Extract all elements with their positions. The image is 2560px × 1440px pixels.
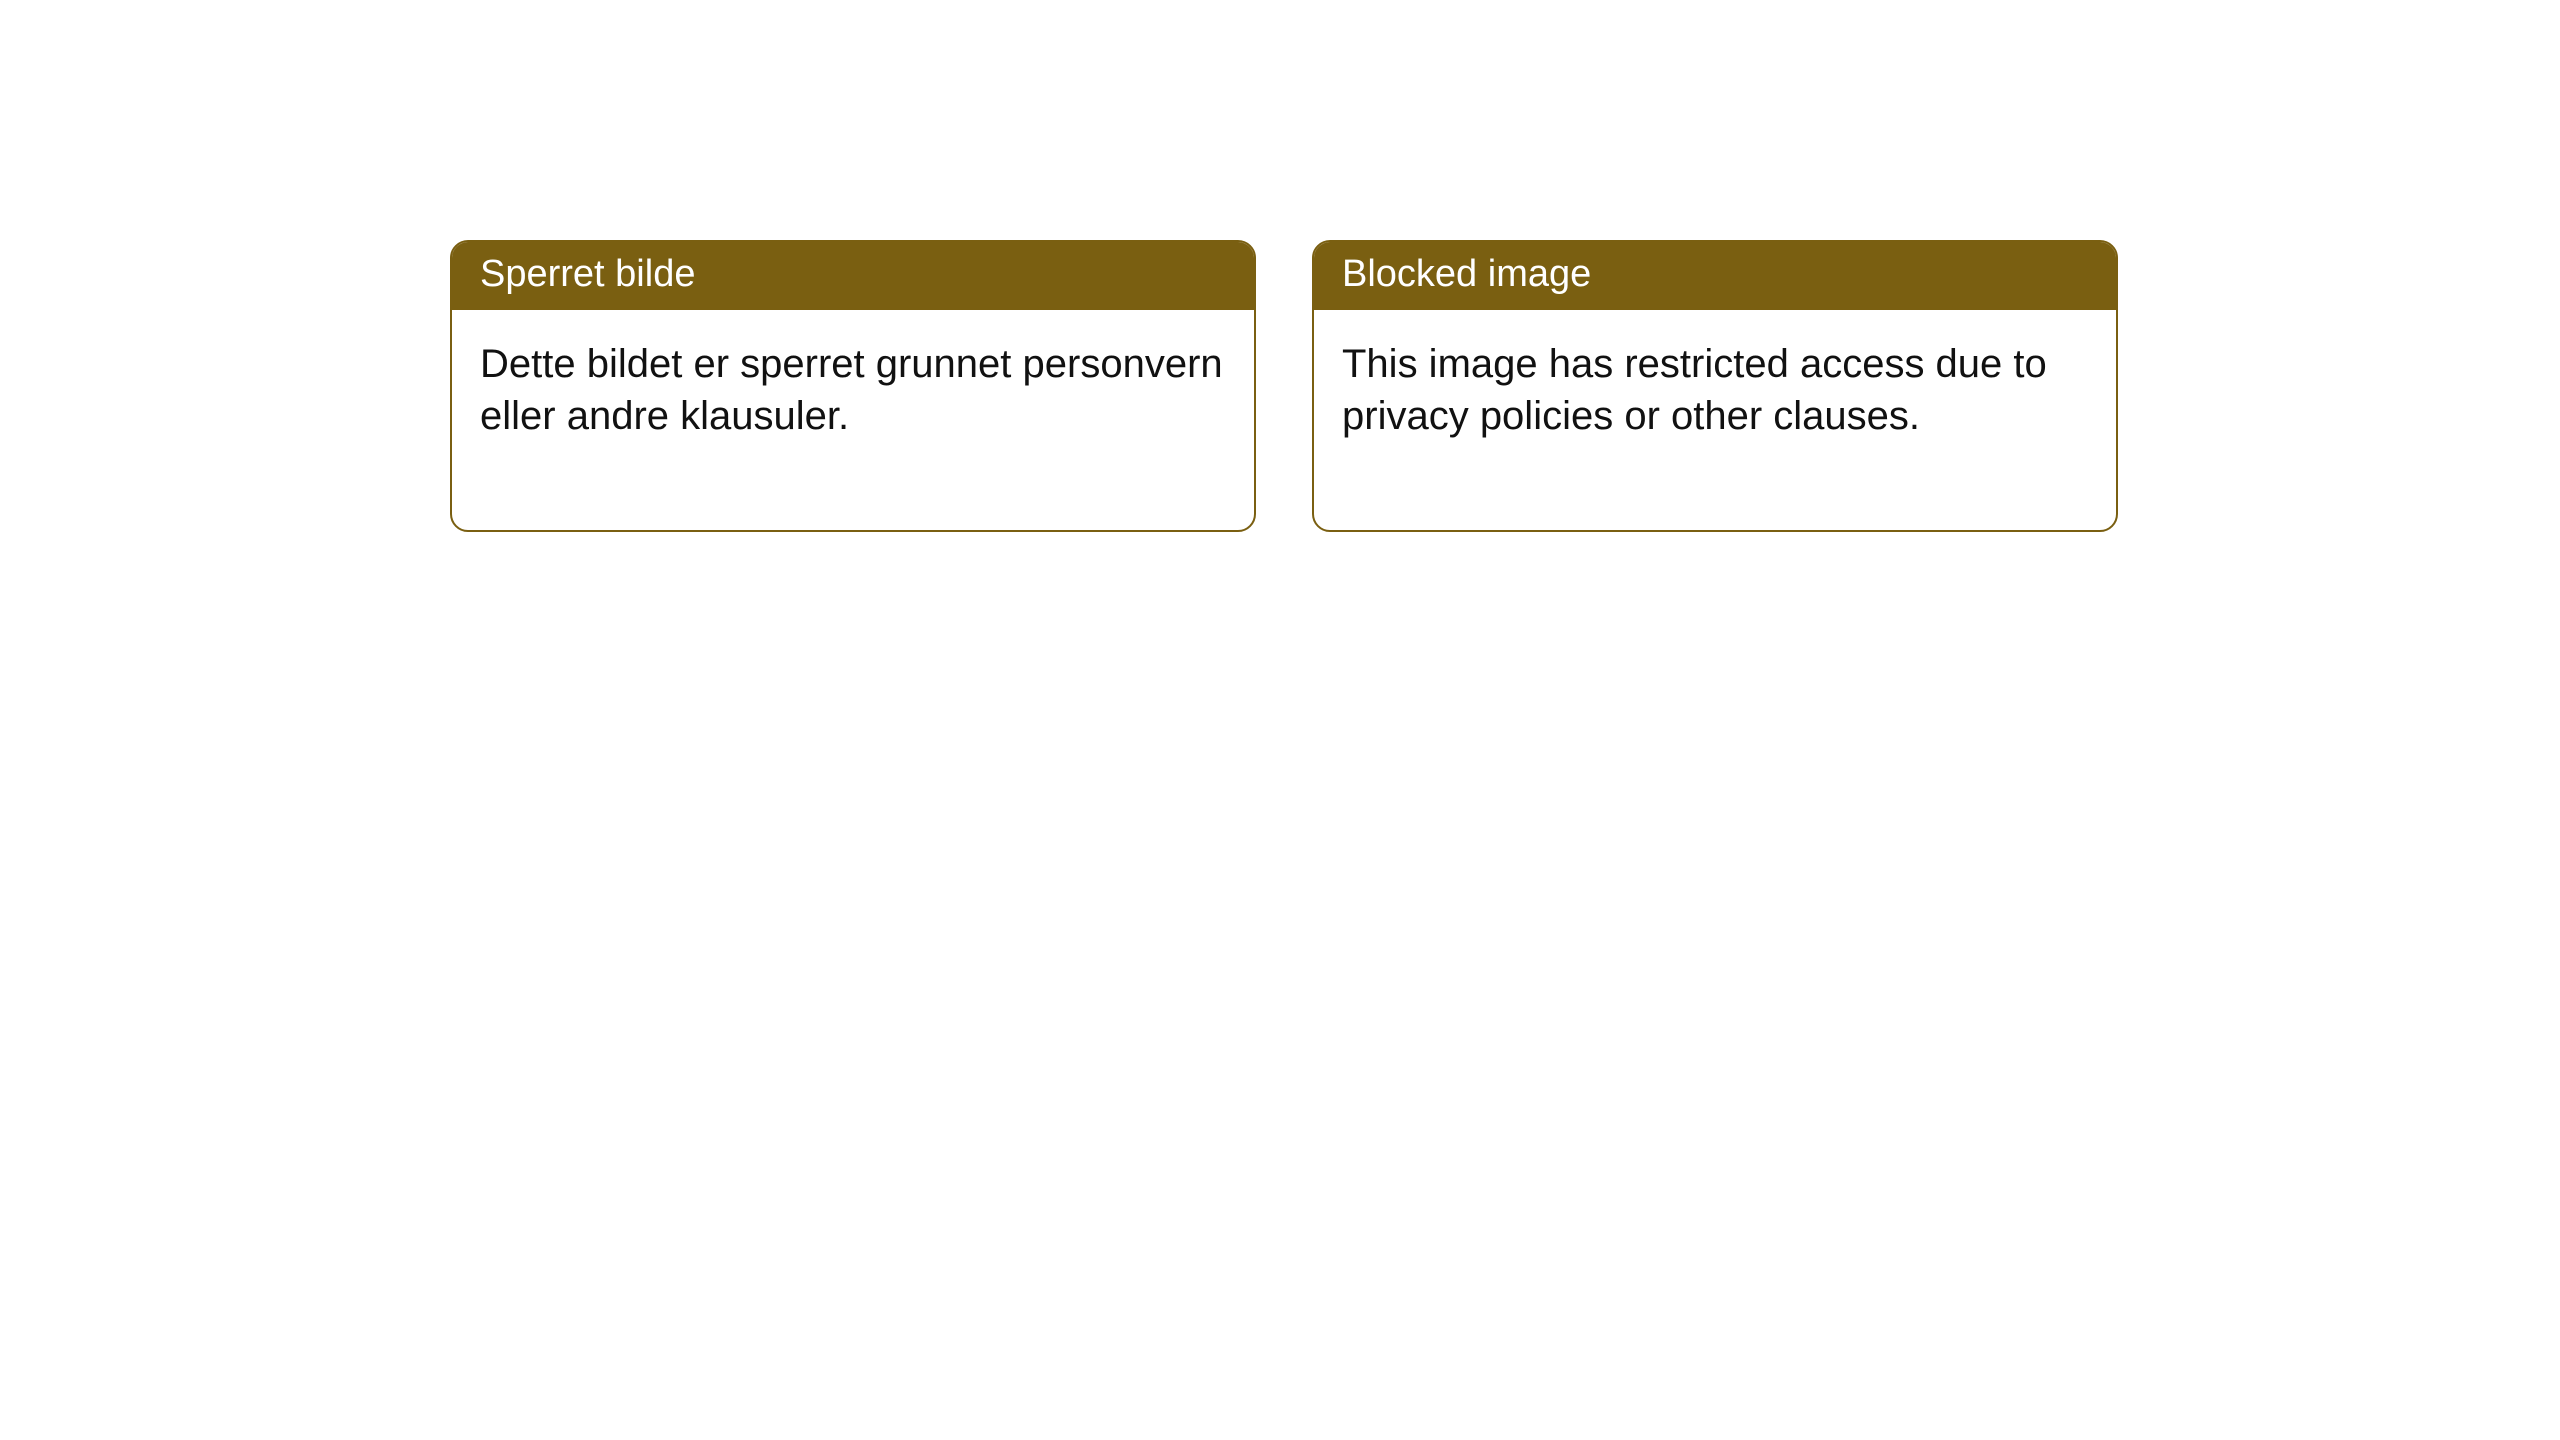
notice-card-norwegian: Sperret bilde Dette bildet er sperret gr…: [450, 240, 1256, 532]
notice-title-norwegian: Sperret bilde: [452, 242, 1254, 310]
notice-container: Sperret bilde Dette bildet er sperret gr…: [450, 240, 2118, 532]
notice-card-english: Blocked image This image has restricted …: [1312, 240, 2118, 532]
notice-body-norwegian: Dette bildet er sperret grunnet personve…: [452, 310, 1254, 530]
notice-title-english: Blocked image: [1314, 242, 2116, 310]
notice-body-english: This image has restricted access due to …: [1314, 310, 2116, 530]
